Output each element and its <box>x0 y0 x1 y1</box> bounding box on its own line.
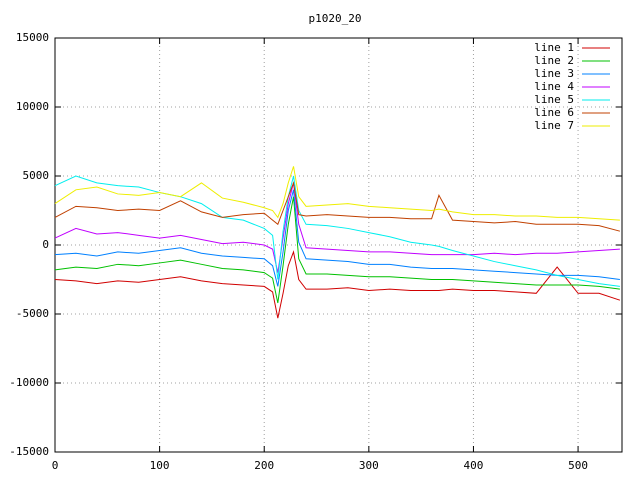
y-tick-label: -10000 <box>9 376 49 389</box>
data-line <box>54 166 620 221</box>
y-tick-label: -5000 <box>16 307 49 320</box>
data-line <box>54 250 621 319</box>
y-tick-label: 0 <box>42 238 49 251</box>
x-tick-label: 100 <box>150 459 170 472</box>
x-tick-label: 500 <box>568 459 588 472</box>
x-tick-label: 300 <box>359 459 379 472</box>
y-tick-label: 15000 <box>16 31 49 44</box>
data-line <box>54 196 620 304</box>
legend-label: line 2 <box>534 54 574 67</box>
x-tick-label: 200 <box>254 459 274 472</box>
data-line <box>54 175 620 287</box>
legend-label: line 6 <box>534 106 574 119</box>
legend-label: line 7 <box>534 119 574 132</box>
y-tick-label: 10000 <box>16 100 49 113</box>
data-line <box>54 180 621 232</box>
y-tick-label: -15000 <box>9 445 49 458</box>
data-line <box>54 189 620 287</box>
legend-label: line 1 <box>534 41 574 54</box>
legend-label: line 4 <box>534 80 574 93</box>
chart-title: p1020_20 <box>309 12 362 25</box>
legend-label: line 3 <box>534 67 574 80</box>
x-tick-label: 0 <box>52 459 59 472</box>
x-tick-label: 400 <box>464 459 484 472</box>
data-line <box>54 182 620 273</box>
plot-frame <box>54 37 623 453</box>
legend-label: line 5 <box>534 93 574 106</box>
y-tick-label: 5000 <box>23 169 50 182</box>
